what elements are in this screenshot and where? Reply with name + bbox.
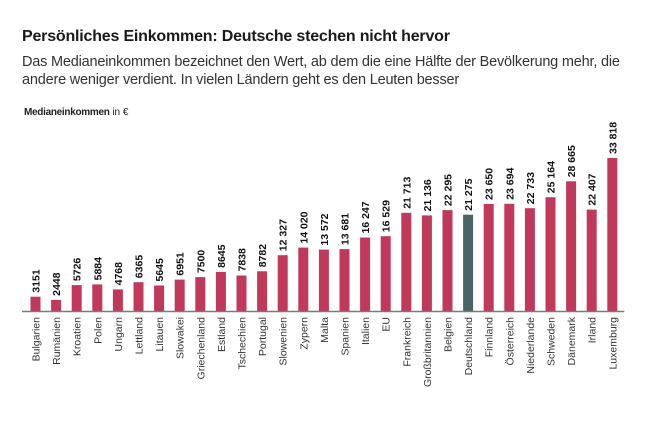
category-label-portugal: Portugal xyxy=(257,317,269,356)
bar-zypern xyxy=(298,247,309,311)
value-label-grossbritannien: 21 136 xyxy=(422,179,434,211)
value-label-slowenien: 12 327 xyxy=(278,219,290,251)
bar-polen xyxy=(92,284,103,311)
category-label-polen: Polen xyxy=(92,317,104,344)
bar-luxemburg xyxy=(607,158,618,311)
bar-rumanien xyxy=(51,299,62,311)
value-label-lettland: 6365 xyxy=(134,255,146,279)
y-axis-unit: in € xyxy=(112,107,129,118)
category-label-finnland: Finnland xyxy=(484,317,496,357)
value-labels-group: 3151 2448 5726 5884 4768 6365 5645 6951 7500 8645… xyxy=(31,122,620,296)
category-label-slowenien: Slowenien xyxy=(278,317,290,366)
value-label-polen: 5884 xyxy=(92,257,104,281)
bar-slowenien xyxy=(277,255,288,311)
value-label-danemark: 28 665 xyxy=(566,145,578,177)
value-label-frankreich: 21 713 xyxy=(401,177,413,209)
category-label-malta: Malta xyxy=(319,317,331,343)
bar-portugal xyxy=(257,271,268,311)
y-axis-label: Medianeinkommen in € xyxy=(24,107,128,118)
bar-finnland xyxy=(483,204,494,311)
value-label-kroatien: 5726 xyxy=(72,258,84,282)
value-label-litauen: 5645 xyxy=(154,258,166,282)
bar-danemark xyxy=(566,181,577,311)
value-label-niederlande: 22 733 xyxy=(525,172,537,204)
bar-frankreich xyxy=(401,212,412,311)
bar-deutschland xyxy=(463,214,474,311)
value-label-slowakei: 6951 xyxy=(175,252,187,276)
bar-litauen xyxy=(154,285,165,311)
bar-irland xyxy=(586,209,597,311)
category-label-estland: Estland xyxy=(216,317,228,352)
category-label-luxemburg: Luxemburg xyxy=(607,317,619,370)
value-label-tschechien: 7838 xyxy=(237,248,249,272)
bar-eu xyxy=(380,236,391,311)
category-label-zypern: Zypern xyxy=(298,317,310,350)
value-label-belgien: 22 295 xyxy=(443,174,455,206)
value-label-irland: 22 407 xyxy=(587,173,599,205)
category-label-tschechien: Tschechien xyxy=(237,317,249,370)
bar-griechenland xyxy=(195,277,206,311)
value-label-zypern: 14 020 xyxy=(298,211,310,243)
category-label-kroatien: Kroatien xyxy=(72,317,84,356)
bar-malta xyxy=(318,249,329,311)
bar-belgien xyxy=(442,210,453,311)
category-label-irland: Irland xyxy=(587,317,599,343)
category-label-eu: EU xyxy=(381,317,393,332)
value-label-eu: 16 529 xyxy=(381,200,393,232)
value-label-finnland: 23 650 xyxy=(484,168,496,200)
bar-grossbritannien xyxy=(421,215,432,311)
value-label-deutschland: 21 275 xyxy=(463,178,475,210)
value-label-rumanien: 2448 xyxy=(51,272,63,296)
category-label-niederlande: Niederlande xyxy=(525,317,537,374)
bar-lettland xyxy=(133,282,144,311)
bar-osterreich xyxy=(504,203,515,311)
chart-subtitle: Das Medianeinkommen bezeichnet den Wert,… xyxy=(22,54,620,88)
category-label-belgien: Belgien xyxy=(443,317,455,352)
category-label-slowakei: Slowakei xyxy=(175,317,187,359)
category-label-lettland: Lettland xyxy=(134,317,146,355)
value-label-italien: 16 247 xyxy=(360,201,372,233)
value-label-bulgarien: 3151 xyxy=(31,269,43,293)
bar-estland xyxy=(215,271,226,311)
category-label-rumanien: Rumänien xyxy=(51,317,63,365)
category-label-bulgarien: Bulgarien xyxy=(31,317,43,362)
value-label-griechenland: 7500 xyxy=(195,250,207,274)
bar-italien xyxy=(360,237,371,311)
category-label-litauen: Litauen xyxy=(154,317,166,352)
category-label-ungarn: Ungarn xyxy=(113,317,125,352)
bar-ungarn xyxy=(112,289,123,311)
category-label-italien: Italien xyxy=(360,317,372,345)
bar-slowakei xyxy=(174,279,185,311)
value-label-schweden: 25 164 xyxy=(546,161,558,193)
value-label-luxemburg: 33 818 xyxy=(607,122,619,154)
category-label-grossbritannien: Großbritannien xyxy=(422,317,434,387)
category-label-griechenland: Griechenland xyxy=(195,317,207,380)
value-label-portugal: 8782 xyxy=(257,244,269,268)
bar-spanien xyxy=(339,249,350,311)
bar-tschechien xyxy=(236,275,247,311)
y-axis-label-bold: Medianeinkommen xyxy=(24,107,110,118)
category-label-danemark: Dänemark xyxy=(566,316,578,365)
bar-bulgarien xyxy=(30,296,41,311)
value-label-malta: 13 572 xyxy=(319,213,331,245)
category-label-schweden: Schweden xyxy=(546,317,558,366)
value-label-estland: 8645 xyxy=(216,244,228,268)
category-label-deutschland: Deutschland xyxy=(463,317,475,376)
value-label-ungarn: 4768 xyxy=(113,262,125,286)
chart-title: Persönliches Einkommen: Deutsche stechen… xyxy=(22,28,450,45)
bar-niederlande xyxy=(524,208,535,311)
category-label-osterreich: Österreich xyxy=(504,317,516,366)
category-labels-group: Bulgarien Rumänien Kroatien Polen Ungarn Lett… xyxy=(31,316,620,387)
bar-kroatien xyxy=(71,285,82,311)
category-label-spanien: Spanien xyxy=(340,317,352,356)
bars-group xyxy=(30,158,618,311)
value-label-spanien: 13 681 xyxy=(340,213,352,245)
category-label-frankreich: Frankreich xyxy=(401,317,413,367)
value-label-osterreich: 23 694 xyxy=(504,168,516,200)
bar-schweden xyxy=(545,197,556,311)
